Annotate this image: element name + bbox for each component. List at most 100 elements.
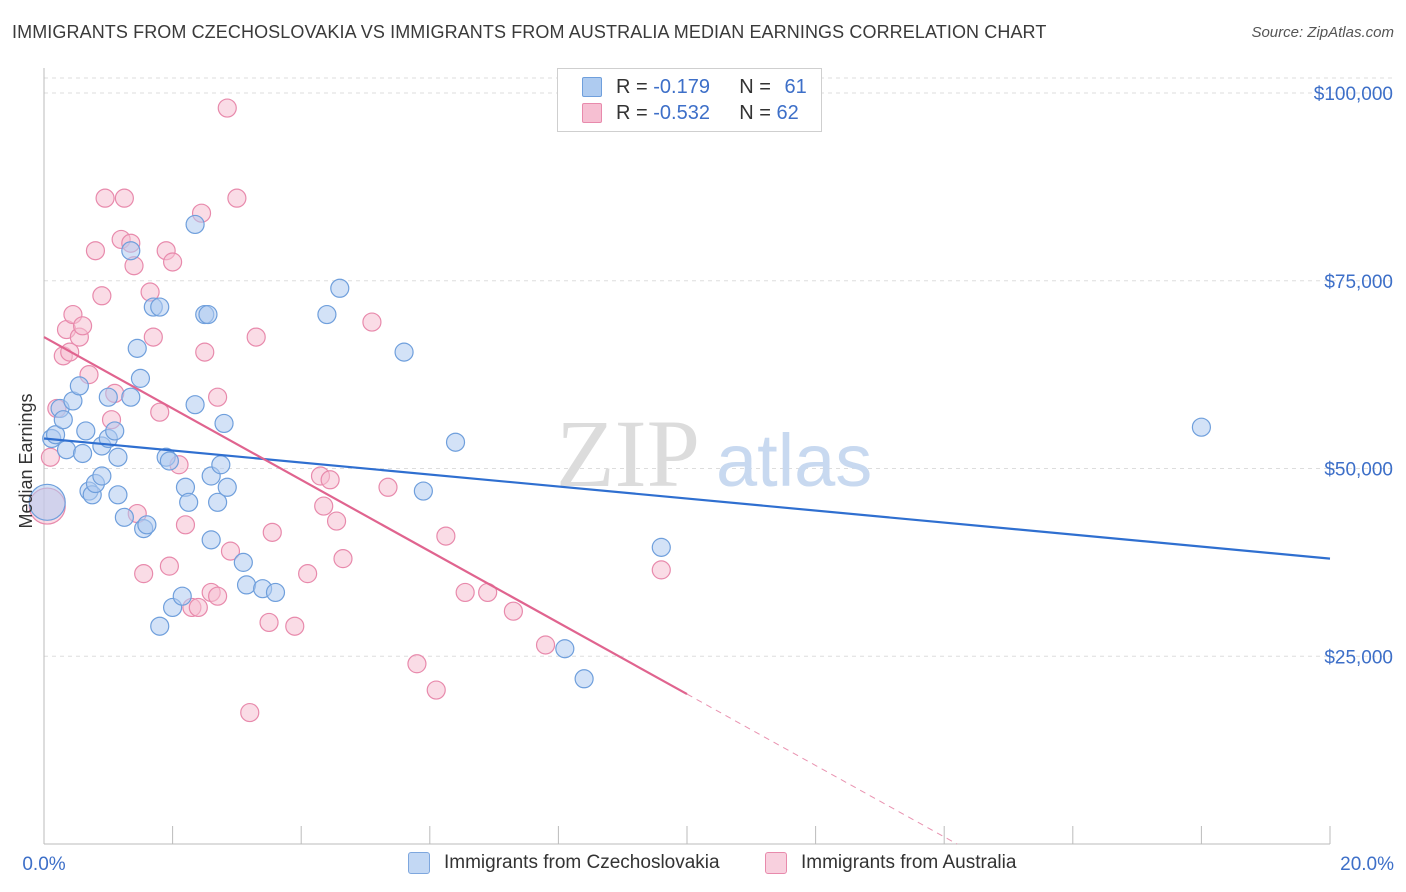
legend-n-label: N = [739,101,771,124]
point-czechoslovakia [179,492,199,512]
point-australia [535,635,556,655]
point-australia [378,477,398,497]
x-tick-label: 0.0% [22,854,65,875]
point-czechoslovakia [233,552,253,572]
legend-n-label: N = [739,75,771,98]
point-czechoslovakia [53,410,73,430]
point-australia [134,564,154,584]
point-australia [246,327,266,347]
point-australia [220,541,241,561]
point-australia [259,612,279,633]
legend-swatch-blue [582,77,602,97]
point-czechoslovakia [651,537,671,557]
trend-line-czechoslovakia [43,437,1331,560]
point-australia [426,680,446,700]
point-czechoslovakia [445,432,466,452]
point-australia [314,496,334,516]
legend-item-australia: Immigrants from Australia [765,852,1016,874]
point-australia [188,597,208,618]
point-czechoslovakia [114,507,134,527]
point-australia [298,564,318,584]
point-australia [208,586,228,606]
point-czechoslovakia [172,586,192,606]
point-australia [95,188,115,208]
point-czechoslovakia [555,639,575,659]
point-czechoslovakia [159,451,179,471]
legend-r-label: R = [616,75,648,98]
y-tick-label: $50,000 [1324,460,1393,481]
point-czechoslovakia [214,413,234,434]
point-czechoslovakia [317,304,337,325]
point-australia [217,98,237,118]
point-czechoslovakia [150,616,170,636]
point-czechoslovakia [98,387,118,407]
point-czechoslovakia [72,443,93,464]
point-czechoslovakia [127,338,147,358]
point-australia [150,402,170,422]
legend-swatch-blue [408,852,430,874]
point-australia [92,286,112,306]
point-czechoslovakia [137,515,157,535]
point-australia [163,252,183,272]
point-czechoslovakia [105,421,125,441]
watermark-atlas: atlas [716,419,872,502]
trend-line-australia [43,336,688,696]
point-australia [208,387,228,407]
legend-r-label: R = [616,101,648,124]
watermark-zip: ZIP [556,400,700,507]
point-australia [195,342,215,362]
chart-source: Source: ZipAtlas.com [1251,24,1394,41]
trend-line-extension-australia [686,693,958,845]
legend-item-czechoslovakia: Immigrants from Czechoslovakia [408,852,720,874]
point-czechoslovakia [92,466,112,486]
point-australia [326,511,347,531]
y-tick-label: $75,000 [1324,272,1393,293]
point-australia [143,327,163,347]
point-czechoslovakia [198,304,218,325]
series-czechoslovakia-points [28,214,1212,689]
point-czechoslovakia [574,669,594,689]
legend-swatch-pink [765,852,787,874]
point-czechoslovakia [217,477,237,497]
point-australia [651,560,671,580]
point-czechoslovakia [201,530,221,550]
point-czechoslovakia [130,368,151,388]
point-australia [285,616,305,636]
axis-labels: $25,000 $50,000 $75,000 $100,000 0.0% 20.0% Me… [16,84,1394,875]
legend-r-value: -0.179 [653,75,710,98]
point-australia [114,188,134,208]
point-australia [72,316,93,336]
point-czechoslovakia [108,447,128,467]
point-australia [503,601,523,621]
point-australia [159,556,179,576]
point-australia [40,447,61,467]
chart-title: IMMIGRANTS FROM CZECHOSLOVAKIA VS IMMIGR… [12,22,1047,42]
point-czechoslovakia [28,483,66,521]
legend-label-australia: Immigrants from Australia [801,852,1017,873]
y-axis-title: Median Earnings [16,393,36,528]
point-czechoslovakia [1191,417,1212,437]
legend-row-czechoslovakia: R = -0.179 N = 61 [582,75,807,99]
point-czechoslovakia [185,214,205,235]
point-czechoslovakia [413,481,433,501]
x-tick-label: 20.0% [1340,854,1394,875]
legend-r-value: -0.532 [653,101,710,124]
point-australia [262,522,282,542]
point-czechoslovakia [69,376,89,396]
y-tick-label: $25,000 [1324,647,1393,668]
point-czechoslovakia [185,395,205,415]
point-czechoslovakia [208,492,228,512]
stats-legend: R = -0.179 N = 61 R = -0.532 N = 62 [557,68,822,132]
point-australia [175,515,196,535]
point-australia [333,549,353,569]
point-czechoslovakia [76,421,96,441]
y-tick-label: $100,000 [1314,84,1393,105]
point-czechoslovakia [236,575,257,595]
point-czechoslovakia [211,455,231,475]
point-australia [85,241,106,261]
point-czechoslovakia [121,387,141,407]
point-australia [227,188,247,208]
point-czechoslovakia [150,297,170,317]
legend-n-value: 62 [776,101,799,124]
point-czechoslovakia [394,342,414,362]
